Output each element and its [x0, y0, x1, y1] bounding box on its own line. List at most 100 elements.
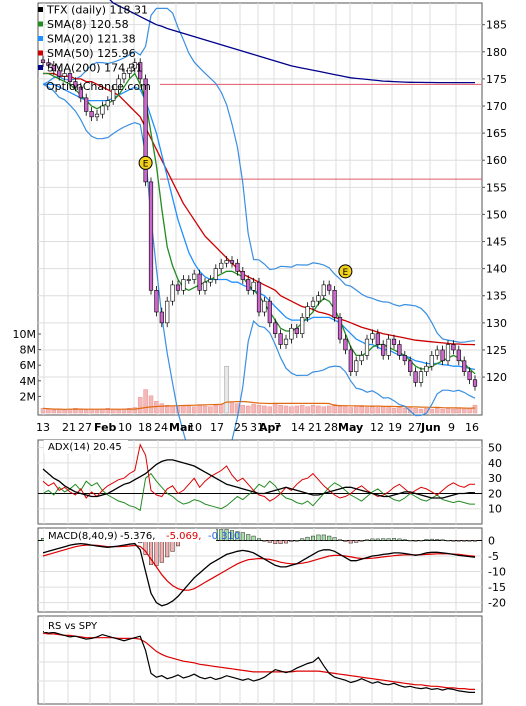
volume-bar	[461, 408, 467, 414]
volume-average-line	[42, 400, 476, 410]
macd-histogram-bar	[294, 540, 299, 542]
earnings-marker-label: E	[343, 268, 349, 278]
candle-body	[354, 360, 359, 372]
macd-histogram-bar	[170, 540, 175, 552]
volume-y-tick-label: 2M	[20, 390, 37, 403]
volume-bar	[402, 408, 408, 414]
date-tick-label: 9	[448, 421, 455, 434]
volume-bar	[229, 402, 235, 414]
macd-histogram-bar	[343, 540, 348, 542]
volume-y-tick-label: 4M	[20, 375, 37, 388]
macd-histogram-bar	[284, 540, 289, 544]
price-y-tick-label: 185	[486, 19, 507, 32]
volume-bar	[472, 404, 478, 414]
legend-label: SMA(50) 125.96	[47, 47, 136, 60]
macd-histogram-bar	[311, 535, 316, 541]
volume-bar	[332, 404, 337, 414]
candle-body	[89, 111, 94, 118]
volume-bar	[348, 407, 354, 414]
macd-histogram-bar	[289, 540, 294, 542]
volume-bar	[434, 408, 440, 414]
volume-bar	[278, 404, 283, 414]
macd-histogram-bar	[397, 538, 402, 541]
candle-body	[121, 73, 127, 80]
volume-bar	[51, 409, 57, 414]
macd-histogram-bar	[392, 538, 397, 541]
volume-bars	[40, 365, 478, 414]
candle-body	[165, 300, 170, 324]
candle-body	[192, 273, 197, 280]
volume-bar	[375, 407, 381, 414]
legend-swatch	[38, 36, 43, 41]
date-tick-label: 24	[154, 421, 168, 434]
candle-body	[256, 281, 262, 313]
volume-bar	[105, 408, 111, 414]
volume-bar	[316, 405, 321, 414]
lower-band-line	[42, 83, 476, 482]
volume-bar	[83, 409, 89, 414]
upper-band-line	[42, 7, 476, 343]
candle-body	[305, 306, 310, 318]
candle-body	[132, 62, 137, 69]
earnings-marker-label: E	[143, 159, 149, 169]
volume-bar	[272, 403, 278, 414]
volume-bar	[397, 407, 402, 414]
macd-histogram-bar	[402, 539, 407, 541]
adx-lines	[42, 443, 476, 512]
volume-bar	[451, 408, 456, 414]
volume-bar	[467, 408, 472, 414]
candle-body	[262, 300, 267, 313]
candle-body	[294, 327, 299, 334]
macd-histogram-bar	[413, 540, 418, 542]
volume-bar	[127, 408, 132, 414]
date-tick-label: Apr	[259, 421, 281, 434]
candle-body	[445, 344, 451, 362]
candle-body	[289, 327, 294, 340]
macd-histogram-bar	[386, 538, 391, 541]
volume-bar	[294, 405, 300, 414]
adx-y-tick-label: 50	[488, 442, 502, 455]
price-horizontal-lines	[160, 83, 482, 180]
date-tick-label: 21	[62, 421, 76, 434]
macd-histogram-bar	[435, 539, 440, 541]
watermark: OptionChance.com	[46, 80, 151, 93]
volume-bar	[213, 404, 219, 414]
candle-body	[391, 338, 397, 345]
volume-bar	[186, 405, 192, 414]
volume-bar	[440, 408, 445, 414]
volume-bar	[159, 403, 165, 414]
date-tick-label: May	[338, 421, 363, 434]
volume-bar	[62, 409, 67, 414]
date-tick-label: Jun	[420, 421, 441, 434]
volume-bar	[413, 408, 418, 414]
macd-y-tick-label: -20	[488, 597, 506, 610]
candle-body	[327, 284, 332, 291]
candle-body	[159, 311, 164, 324]
date-tick-label: 7	[274, 421, 281, 434]
macd-histogram-bar	[159, 540, 164, 563]
legend-swatch	[38, 50, 43, 56]
candle-body	[397, 344, 402, 356]
macd-histogram-bar	[332, 537, 337, 541]
price-y-tick-label: 165	[486, 127, 507, 140]
rs-legend: RS vs SPY	[48, 621, 98, 632]
sma200-line	[109, 0, 475, 84]
price-y-tick-label: 145	[486, 236, 507, 249]
candle-body	[235, 262, 240, 272]
volume-bar	[191, 406, 197, 414]
volume-bar	[337, 405, 343, 414]
volume-bar	[262, 405, 267, 414]
macd-y-tick-label: -5	[488, 550, 499, 563]
volume-bar	[251, 404, 256, 414]
volume-bar	[164, 404, 170, 414]
candle-body	[181, 279, 186, 291]
candle-body	[424, 365, 429, 372]
adx-y-tick-label: 10	[488, 503, 502, 516]
legend-label: SMA(20) 121.38	[47, 33, 136, 46]
legend-swatch	[38, 65, 43, 70]
date-tick-label: 17	[210, 421, 224, 434]
volume-bar	[429, 408, 435, 414]
candle-body	[57, 70, 62, 77]
volume-bar	[208, 406, 213, 414]
candle-body	[408, 360, 413, 372]
